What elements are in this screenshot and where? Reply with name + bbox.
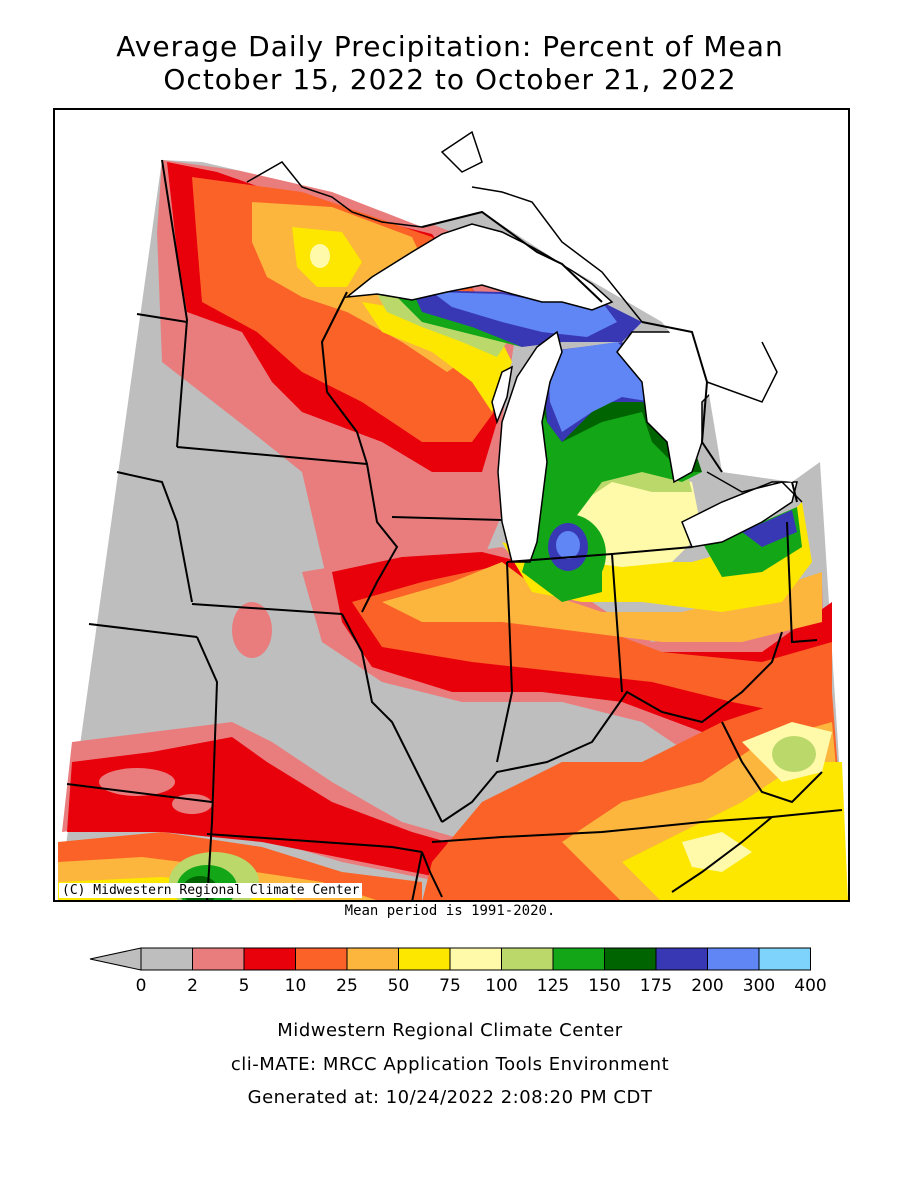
border-ks-ok	[66, 783, 213, 803]
lake-erie	[681, 481, 798, 548]
canada-land	[58, 110, 848, 482]
canada-shoreline	[246, 130, 803, 503]
footer-organization: Midwestern Regional Climate Center	[277, 1020, 623, 1041]
border-va-tn	[671, 816, 773, 893]
legend-swatch	[604, 947, 657, 971]
precip-field	[58, 157, 848, 900]
legend-swatch	[655, 947, 708, 971]
legend-swatch	[501, 947, 554, 971]
legend-tick-label: 75	[439, 976, 461, 996]
region-paleyellow-north	[310, 244, 330, 268]
legend-swatch	[758, 947, 811, 971]
region-blue-michigan	[547, 342, 652, 432]
region-paleyellow-south	[682, 832, 752, 872]
legend-swatch	[707, 947, 760, 971]
border-oh-pa	[786, 521, 818, 644]
legend-swatch	[552, 947, 605, 971]
region-red-southwest	[67, 737, 522, 882]
lake-michigan	[497, 330, 563, 563]
legend-swatch	[243, 947, 296, 971]
map-title: Average Daily Precipitation: Percent of …	[116, 30, 784, 63]
border-sd-ne	[116, 471, 193, 603]
region-lightorange-central	[382, 562, 822, 642]
border-mississippi	[421, 851, 443, 898]
color-legend: 0 2 5 10 25 50 75 100 125 150 175 200 300 400	[89, 947, 827, 996]
legend-tick-label: 50	[388, 976, 410, 996]
legend-swatch	[346, 947, 399, 971]
legend-swatch	[398, 947, 451, 971]
border-mn-nd	[161, 159, 189, 448]
legend-tick-label: 150	[588, 976, 620, 996]
legend-swatch	[295, 947, 348, 971]
region-yellow-shore	[362, 302, 512, 412]
region-navy-erie	[742, 510, 797, 547]
green-bay	[491, 365, 513, 425]
border-mn-sd-ia	[176, 446, 368, 465]
border-mn-wi	[320, 291, 399, 613]
region-yellow-south	[622, 762, 848, 900]
legend-tick-label: 2	[187, 976, 198, 996]
footer-tool: cli-MATE: MRCC Application Tools Environ…	[230, 1054, 670, 1075]
region-blue-lowerleft	[556, 531, 580, 559]
map-date-range: October 15, 2022 to October 21, 2022	[163, 63, 737, 96]
border-mo-ks	[196, 636, 219, 900]
region-lightgreen-wv	[772, 736, 816, 772]
state-boundaries	[66, 159, 843, 900]
legend-tick-label: 100	[485, 976, 517, 996]
border-ia-il	[341, 613, 443, 823]
border-mo-ar	[206, 833, 423, 853]
legend-below-zero-arrow	[89, 947, 142, 971]
legend-tick-label: 200	[691, 976, 723, 996]
legend-swatch	[449, 947, 502, 971]
region-pink-island	[232, 602, 272, 658]
border-ohio-river	[441, 631, 783, 823]
legend-tick-label: 400	[794, 976, 826, 996]
legend-tick-label: 10	[285, 976, 307, 996]
legend-tick-label: 5	[239, 976, 250, 996]
legend-tick-label: 25	[336, 976, 358, 996]
precipitation-map[interactable]: (C) Midwestern Regional Climate Center	[53, 108, 850, 902]
lake-superior	[344, 223, 614, 311]
legend-tick-label: 125	[537, 976, 569, 996]
border-ne-ks	[88, 623, 198, 638]
border-sd-nd	[136, 313, 188, 323]
border-wi-mi	[421, 210, 603, 303]
border-tn-south	[411, 851, 423, 900]
legend-swatch	[192, 947, 245, 971]
border-wi-il	[391, 516, 503, 521]
border-ia-mo	[191, 603, 343, 615]
border-wv-va	[721, 721, 823, 804]
great-lakes	[344, 223, 798, 563]
footer-generated: Generated at: 10/24/2022 2:08:20 PM CDT	[247, 1087, 653, 1108]
border-mi-canada	[791, 481, 798, 503]
border-ky-tn	[431, 809, 843, 843]
map-credit: (C) Midwestern Regional Climate Center	[59, 883, 363, 898]
border-in-oh	[611, 553, 623, 693]
legend-tick-label: 175	[640, 976, 672, 996]
border-il-in	[496, 561, 514, 763]
mean-period-note: Mean period is 1991-2020.	[344, 903, 556, 919]
legend-tick-label: 0	[136, 976, 147, 996]
region-pink-inner-sw	[99, 768, 175, 796]
legend-tick-label: 300	[743, 976, 775, 996]
legend-swatch	[140, 947, 193, 971]
